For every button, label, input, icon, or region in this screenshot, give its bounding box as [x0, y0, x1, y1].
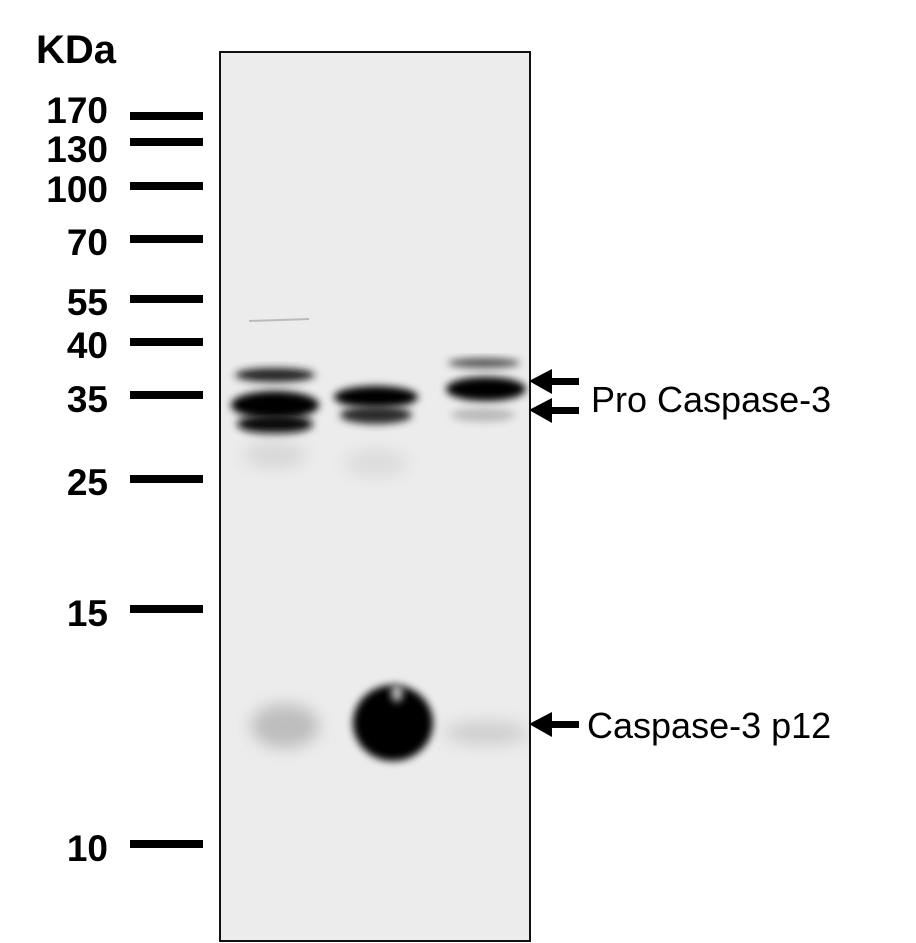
faint-streak: [248, 318, 310, 322]
arrow-pro-lower: [529, 398, 579, 423]
marker-label-15: 15: [66, 593, 108, 634]
marker-label-130: 130: [46, 129, 108, 170]
marker-bar-70: [130, 235, 203, 243]
marker-label-10: 10: [66, 828, 108, 869]
marker-bar-25: [130, 475, 203, 483]
lane2-smear: [344, 449, 408, 477]
marker-label-25: 25: [66, 462, 108, 503]
marker-label-70: 70: [66, 222, 108, 263]
blot-membrane: [219, 51, 531, 942]
lane1-smear: [243, 441, 307, 469]
marker-label-55: 55: [66, 282, 108, 323]
marker-bar-35: [130, 391, 203, 399]
arrow-pro-upper: [529, 369, 579, 394]
marker-label-170: 170: [46, 90, 108, 131]
lane1-p12-band: [251, 704, 319, 748]
marker-bar-170: [130, 112, 203, 120]
lane3-band-lower: [451, 408, 515, 422]
lane2-p12-spot: [391, 684, 403, 702]
marker-label-40: 40: [66, 325, 108, 366]
marker-bar-100: [130, 182, 203, 190]
lane3-p12-band: [444, 721, 528, 745]
lane1-band-main: [231, 391, 319, 419]
marker-bar-40: [130, 338, 203, 346]
label-pro-caspase-3: Pro Caspase-3: [591, 379, 832, 420]
marker-bar-10: [130, 840, 203, 848]
marker-bar-15: [130, 605, 203, 613]
label-caspase-3-p12: Caspase-3 p12: [587, 705, 832, 746]
marker-label-100: 100: [46, 169, 108, 210]
marker-label-35: 35: [66, 379, 108, 420]
lane2-p12-band: [353, 685, 433, 761]
marker-bar-130: [130, 138, 203, 146]
lane2-band-lower: [340, 406, 412, 424]
lane1-band-lower: [237, 414, 313, 434]
lane3-band-upper: [448, 358, 520, 368]
lane2-band-main: [334, 386, 418, 408]
unit-label: KDa: [36, 28, 117, 72]
arrow-p12: [529, 712, 579, 737]
lane3-band-main: [446, 377, 526, 401]
lane1-band-upper: [235, 368, 315, 382]
marker-bar-55: [130, 295, 203, 303]
